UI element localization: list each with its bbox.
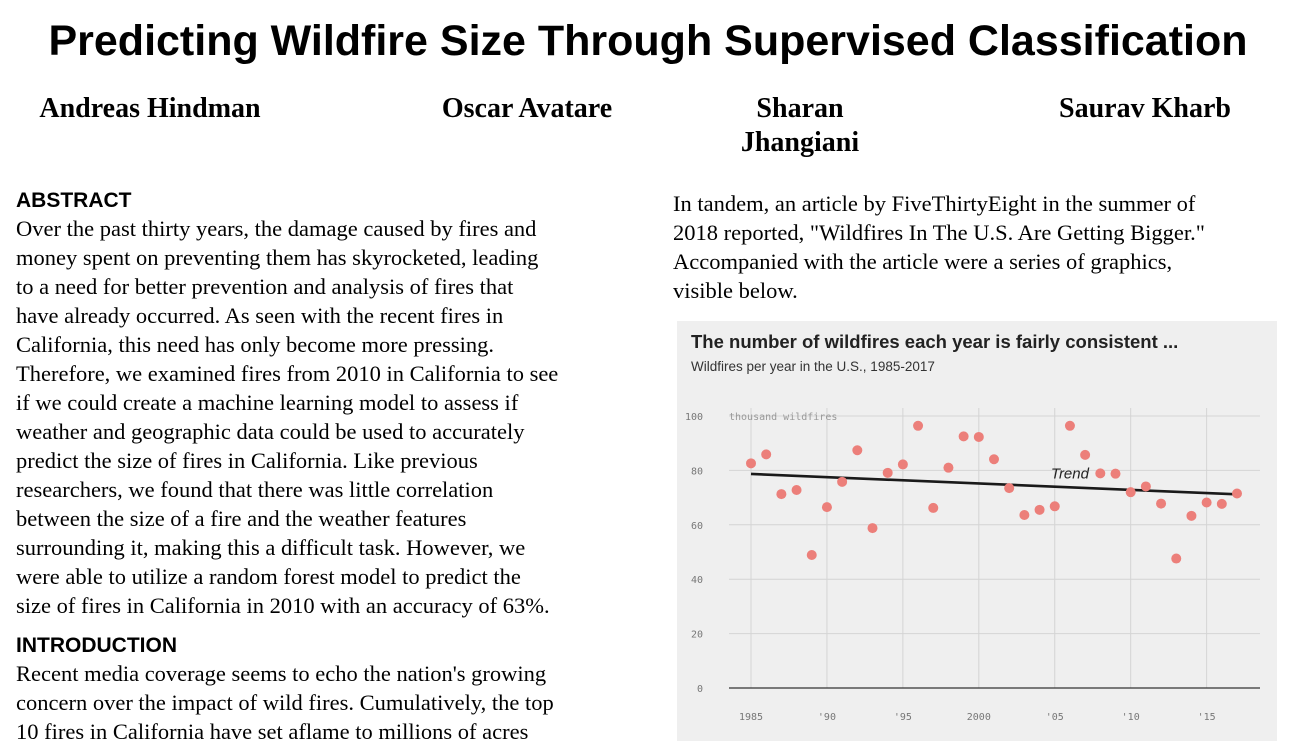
data-point xyxy=(1201,497,1212,508)
introduction-heading: INTRODUCTION xyxy=(16,634,177,657)
y-tick-label: 40 xyxy=(691,575,703,586)
author-list: Andreas Hindman Oscar Avatare Sharan Jha… xyxy=(0,92,1296,162)
author-name-line: Sharan xyxy=(756,93,844,124)
data-point xyxy=(989,454,999,465)
data-point xyxy=(776,489,787,500)
abstract-line: money spent on preventing them has skyro… xyxy=(16,245,539,270)
paper-title: Predicting Wildfire Size Through Supervi… xyxy=(48,17,1248,65)
data-point xyxy=(852,445,863,456)
data-point xyxy=(791,484,802,495)
author-name-line: Jhangiani xyxy=(740,127,860,158)
data-point xyxy=(882,467,893,478)
y-tick-label: 100 xyxy=(685,412,703,423)
data-point xyxy=(746,458,756,469)
author-sharan-jhangiani: Sharan Jhangiani xyxy=(720,92,880,160)
data-point xyxy=(1171,553,1182,564)
data-point xyxy=(1004,483,1015,494)
introduction-line: 10 fires in California have set aflame t… xyxy=(16,719,529,744)
abstract-line: were able to utilize a random forest mod… xyxy=(16,564,521,589)
abstract-line: Over the past thirty years, the damage c… xyxy=(16,216,537,241)
abstract-heading: ABSTRACT xyxy=(16,189,132,212)
x-tick-label: '10 xyxy=(1122,712,1140,723)
data-point xyxy=(913,420,924,431)
abstract-line: if we could create a machine learning mo… xyxy=(16,390,519,415)
y-tick-label: 80 xyxy=(691,466,703,477)
data-point xyxy=(837,476,848,487)
trend-line xyxy=(750,472,1238,496)
abstract-line: weather and geographic data could be use… xyxy=(16,419,525,444)
data-point xyxy=(867,523,878,534)
data-point xyxy=(1140,481,1151,492)
abstract-line: surrounding it, making this a difficult … xyxy=(16,535,526,560)
x-tick-label: '90 xyxy=(818,712,836,723)
introduction-line: concern over the impact of wild fires. C… xyxy=(16,690,554,715)
abstract-line: between the size of a fire and the weath… xyxy=(16,506,467,531)
body-line: Accompanied with the article were a seri… xyxy=(673,249,1173,275)
data-point xyxy=(821,502,832,513)
data-point xyxy=(1019,510,1030,521)
data-point xyxy=(1110,468,1121,479)
data-point xyxy=(1064,420,1075,431)
author-saurav-kharb: Saurav Kharb xyxy=(1059,93,1231,124)
data-point xyxy=(943,462,954,473)
wildfire-scatter-chart: 1985 '90 '95 2000 '05 '10 '15 0 20 40 60 80 100 thous… xyxy=(685,408,1260,723)
body-line: 2018 reported, "Wildfires In The U.S. Ar… xyxy=(673,220,1205,246)
introduction-line: Recent media coverage seems to echo the … xyxy=(16,661,547,686)
data-point xyxy=(1125,487,1136,498)
author-oscar-avatare: Oscar Avatare xyxy=(441,93,613,124)
data-point xyxy=(928,502,939,513)
data-point xyxy=(1049,501,1060,512)
data-point xyxy=(1232,488,1242,499)
abstract-text: Over the past thirty years, the damage c… xyxy=(16,214,636,620)
left-column: ABSTRACT Over the past thirty years, the… xyxy=(16,188,636,746)
data-point xyxy=(1156,498,1167,509)
author-andreas-hindman: Andreas Hindman xyxy=(39,93,261,124)
data-point xyxy=(958,431,969,442)
data-point xyxy=(1186,510,1197,521)
y-axis-unit-label: thousand wildfires xyxy=(729,412,837,423)
x-tick-label: 2000 xyxy=(967,712,991,723)
y-tick-label: 20 xyxy=(691,630,703,641)
data-point xyxy=(973,431,984,442)
data-point xyxy=(1080,449,1091,460)
abstract-line: California, this need has only become mo… xyxy=(16,332,495,357)
data-point xyxy=(897,459,908,470)
abstract-line: predict the size of fires in California.… xyxy=(16,448,478,473)
data-point xyxy=(1216,498,1227,509)
introduction-text: Recent media coverage seems to echo the … xyxy=(16,659,636,746)
trend-label: Trend xyxy=(1051,466,1090,483)
abstract-line: Therefore, we examined fires from 2010 i… xyxy=(16,361,559,386)
chart-subtitle: Wildfires per year in the U.S., 1985-201… xyxy=(691,359,935,374)
y-tick-label: 0 xyxy=(697,684,703,695)
data-point xyxy=(1095,468,1106,479)
wildfire-chart-figure: The number of wildfires each year is fai… xyxy=(677,321,1277,741)
abstract-line: researchers, we found that there was lit… xyxy=(16,477,494,502)
x-tick-label: 1985 xyxy=(739,712,763,723)
right-column: In tandem, an article by FiveThirtyEight… xyxy=(673,189,1273,305)
x-tick-label: '95 xyxy=(894,712,912,723)
y-tick-label: 60 xyxy=(691,521,703,532)
x-tick-label: '15 xyxy=(1198,712,1216,723)
abstract-line: have already occurred. As seen with the … xyxy=(16,303,504,328)
chart-title: The number of wildfires each year is fai… xyxy=(691,331,1179,352)
body-line: visible below. xyxy=(673,278,798,304)
body-line: In tandem, an article by FiveThirtyEight… xyxy=(673,191,1196,216)
x-tick-label: '05 xyxy=(1046,712,1064,723)
data-point xyxy=(761,449,772,460)
abstract-line: size of fires in California in 2010 with… xyxy=(16,593,550,618)
data-point xyxy=(1034,504,1045,515)
abstract-line: to a need for better prevention and anal… xyxy=(16,274,514,299)
data-point xyxy=(806,549,817,560)
